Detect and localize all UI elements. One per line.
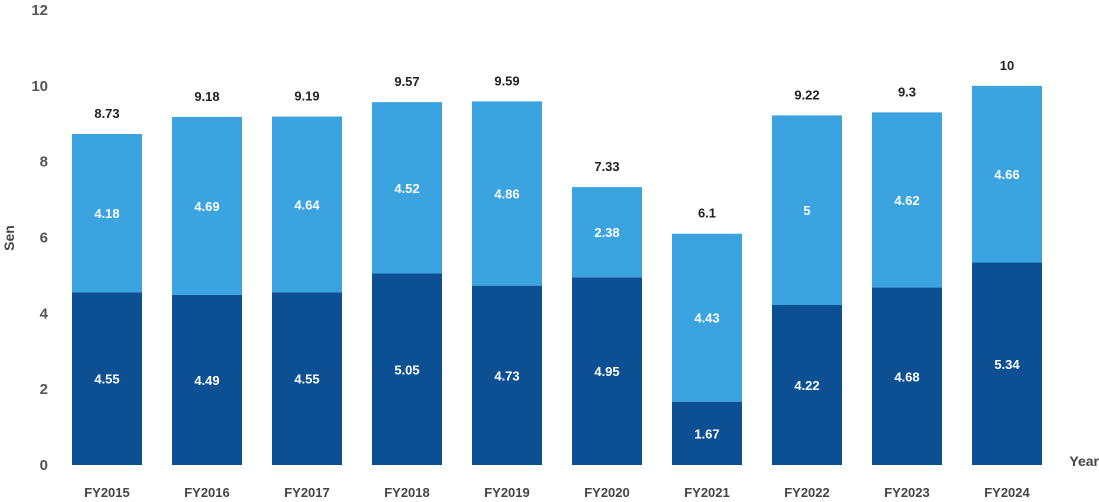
- x-axis-ticks: FY2015 FY2016 FY2017 FY2018 FY2019 FY2020 FY20…: [84, 485, 1030, 500]
- x-tick-label: FY2017: [284, 485, 330, 500]
- bar-segment: [972, 85, 1042, 263]
- bar-data-label: 4.62: [894, 193, 919, 208]
- bar-segment: [272, 116, 342, 293]
- bar-total-label: 9.19: [294, 89, 319, 104]
- x-tick-label: FY2020: [584, 485, 630, 500]
- x-tick-label: FY2019: [484, 485, 530, 500]
- bar-segment: [272, 292, 342, 465]
- x-tick-label: FY2022: [784, 485, 830, 500]
- y-axis-ticks: 0 2 4 6 8 10 12: [31, 2, 48, 474]
- x-tick-label: FY2021: [684, 485, 730, 500]
- bar-segment: [872, 112, 942, 288]
- bars: 4.55 4.18 8.73 4.49 4.69 9.18 4.55 4.64 9.19 5.05…: [72, 58, 1042, 465]
- bar-data-label: 4.55: [294, 372, 319, 387]
- bar-data-label: 4.95: [594, 364, 619, 379]
- bar-data-label: 4.64: [294, 198, 320, 213]
- bar-data-label: 4.73: [494, 368, 519, 383]
- y-tick-label: 12: [31, 2, 48, 19]
- bar-data-label: 4.43: [694, 311, 719, 326]
- bar-data-label: 4.66: [994, 167, 1019, 182]
- bar-total-label: 9.22: [794, 87, 819, 102]
- y-tick-label: 6: [40, 230, 48, 247]
- x-axis-title: Year: [1069, 453, 1099, 469]
- y-tick-label: 8: [40, 154, 48, 171]
- bar-segment: [172, 116, 242, 295]
- bar-data-label: 4.18: [94, 206, 119, 221]
- bar-data-label: 5.34: [994, 357, 1020, 372]
- bar-segment: [172, 294, 242, 465]
- bar-segment: [672, 401, 742, 465]
- y-tick-label: 2: [40, 381, 48, 398]
- bar-data-label: 4.86: [494, 187, 519, 202]
- bar-segment: [72, 292, 142, 465]
- bar-total-label: 9.3: [898, 84, 916, 99]
- bar-segment: [472, 101, 542, 286]
- y-tick-label: 0: [40, 457, 48, 474]
- bar-data-label: 4.69: [194, 199, 219, 214]
- bar-total-label: 8.73: [94, 106, 119, 121]
- bar-segment: [72, 133, 142, 293]
- bar-segment: [772, 304, 842, 465]
- bar-segment: [372, 273, 442, 465]
- bar-segment: [572, 187, 642, 278]
- bar-total-label: 9.18: [194, 89, 219, 104]
- bar-total-label: 6.1: [698, 206, 716, 221]
- bar-segment: [672, 233, 742, 402]
- bar-total-label: 10: [1000, 58, 1014, 73]
- bar-total-label: 7.33: [594, 159, 619, 174]
- bar-total-label: 9.59: [494, 73, 519, 88]
- bar-data-label: 4.55: [94, 372, 119, 387]
- bar-data-label: 4.22: [794, 378, 819, 393]
- bar-data-label: 5: [803, 203, 810, 218]
- bar-total-label: 9.57: [394, 74, 419, 89]
- bar-data-label: 4.68: [894, 369, 919, 384]
- y-tick-label: 4: [40, 305, 49, 322]
- bar-segment: [572, 277, 642, 465]
- bar-segment: [772, 115, 842, 305]
- x-tick-label: FY2023: [884, 485, 930, 500]
- bar-data-label: 2.38: [594, 225, 619, 240]
- bar-segment: [972, 262, 1042, 465]
- x-tick-label: FY2024: [984, 485, 1030, 500]
- bar-data-label: 4.49: [194, 373, 219, 388]
- bar-data-label: 4.52: [394, 181, 419, 196]
- y-axis-title: Sen: [1, 225, 17, 251]
- x-tick-label: FY2015: [84, 485, 130, 500]
- bar-data-label: 5.05: [394, 362, 419, 377]
- y-tick-label: 10: [31, 78, 48, 95]
- x-tick-label: FY2016: [184, 485, 230, 500]
- bar-segment: [472, 285, 542, 465]
- x-tick-label: FY2018: [384, 485, 430, 500]
- bar-data-label: 1.67: [694, 426, 719, 441]
- bar-segment: [872, 287, 942, 465]
- bar-segment: [372, 102, 442, 274]
